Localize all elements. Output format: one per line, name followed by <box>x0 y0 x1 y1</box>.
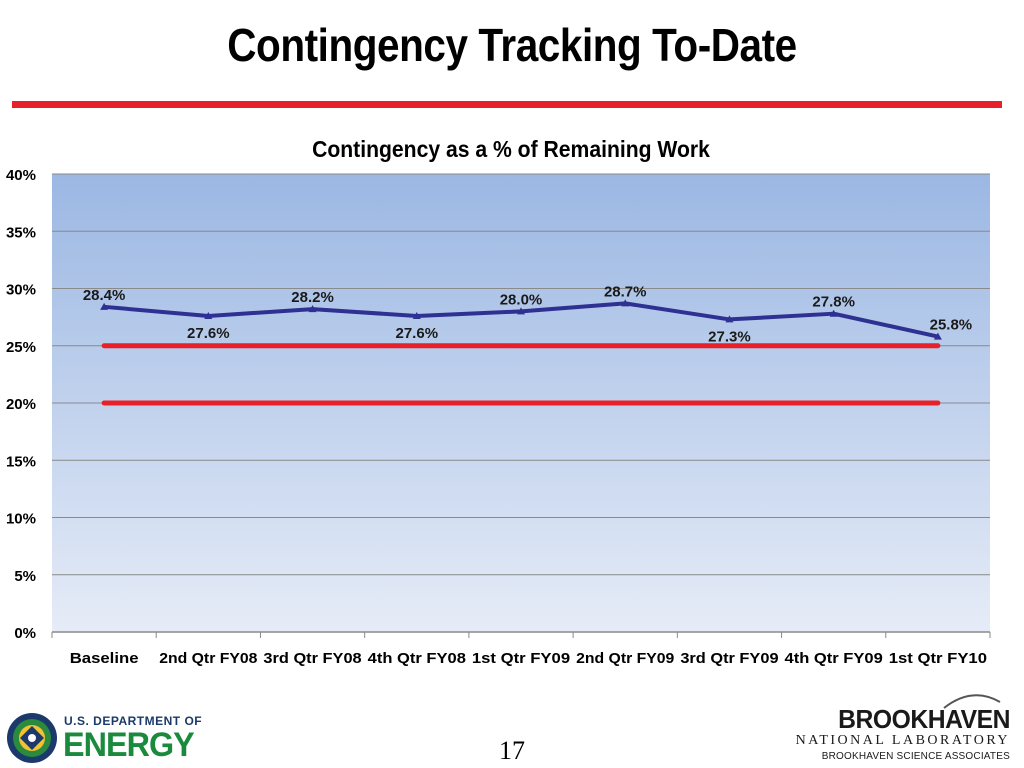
data-label: 28.7% <box>604 283 647 300</box>
x-tick-label: 1st Qtr FY10 <box>889 650 987 667</box>
swoosh-icon <box>943 694 1001 709</box>
data-point <box>621 299 630 307</box>
y-tick-label: 25% <box>6 339 36 356</box>
y-axis-ticks: 0% 5% 10% 15% 20% 25% 30% 35% 40% <box>6 167 36 642</box>
data-label: 27.6% <box>187 325 230 342</box>
bnl-name: BROOKHAVEN <box>838 704 1010 734</box>
data-label: 28.2% <box>291 289 334 306</box>
reference-lines <box>101 343 941 406</box>
x-tick-label: 4th Qtr FY08 <box>368 650 466 667</box>
data-point <box>412 311 421 319</box>
x-axis: Baseline 2nd Qtr FY08 3rd Qtr FY08 4th Qtr … <box>51 631 991 667</box>
y-tick-label: 40% <box>6 167 36 184</box>
contingency-chart: Contingency as a % of Remaining Work 0% 5… <box>6 136 991 667</box>
data-point <box>204 311 213 319</box>
bnl-assoc: BROOKHAVEN SCIENCE ASSOCIATES <box>821 751 1010 762</box>
x-tick-label: 1st Qtr FY09 <box>472 650 570 667</box>
data-point <box>100 302 109 310</box>
data-label: 25.8% <box>930 317 973 334</box>
y-tick-label: 35% <box>6 224 36 241</box>
data-point <box>725 315 734 323</box>
x-tick-label: 2nd Qtr FY08 <box>159 650 257 667</box>
data-point <box>933 332 942 340</box>
x-tick-label: 3rd Qtr FY09 <box>680 650 778 667</box>
data-label: 27.8% <box>812 294 855 311</box>
page-number: 17 <box>499 736 525 765</box>
data-labels: 28.4% 27.6% 28.2% 27.6% 28.0% 28.7% 27.3% 27.8%… <box>83 283 972 345</box>
doe-seal-icon <box>7 713 57 763</box>
data-label: 28.4% <box>83 287 126 304</box>
doe-line1: U.S. DEPARTMENT OF <box>64 714 203 728</box>
y-tick-label: 30% <box>6 282 36 299</box>
data-label: 28.0% <box>500 291 543 308</box>
slide-title: Contingency Tracking To-Date <box>227 19 797 71</box>
y-tick-label: 0% <box>14 625 36 642</box>
x-tick-label: 3rd Qtr FY08 <box>263 650 361 667</box>
doe-line2: ENERGY <box>63 726 195 764</box>
data-label: 27.3% <box>708 328 751 345</box>
y-tick-label: 10% <box>6 511 36 528</box>
bnl-sub: NATIONAL LABORATORY <box>795 733 1010 748</box>
data-point <box>829 309 838 317</box>
x-tick-label: 4th Qtr FY09 <box>785 650 883 667</box>
x-tick-label: 2nd Qtr FY09 <box>576 650 674 667</box>
y-tick-label: 5% <box>14 568 36 585</box>
title-rule <box>12 101 1002 108</box>
data-label: 27.6% <box>396 325 439 342</box>
bnl-logo: BROOKHAVEN NATIONAL LABORATORY BROOKHAVE… <box>790 694 1010 764</box>
x-tick-label: Baseline <box>70 650 139 667</box>
series-line <box>100 299 942 340</box>
y-tick-label: 20% <box>6 396 36 413</box>
y-tick-label: 15% <box>6 453 36 470</box>
chart-title: Contingency as a % of Remaining Work <box>312 136 710 162</box>
data-point <box>308 305 317 313</box>
data-point <box>517 307 525 315</box>
doe-logo: U.S. DEPARTMENT OF ENERGY <box>6 710 216 766</box>
